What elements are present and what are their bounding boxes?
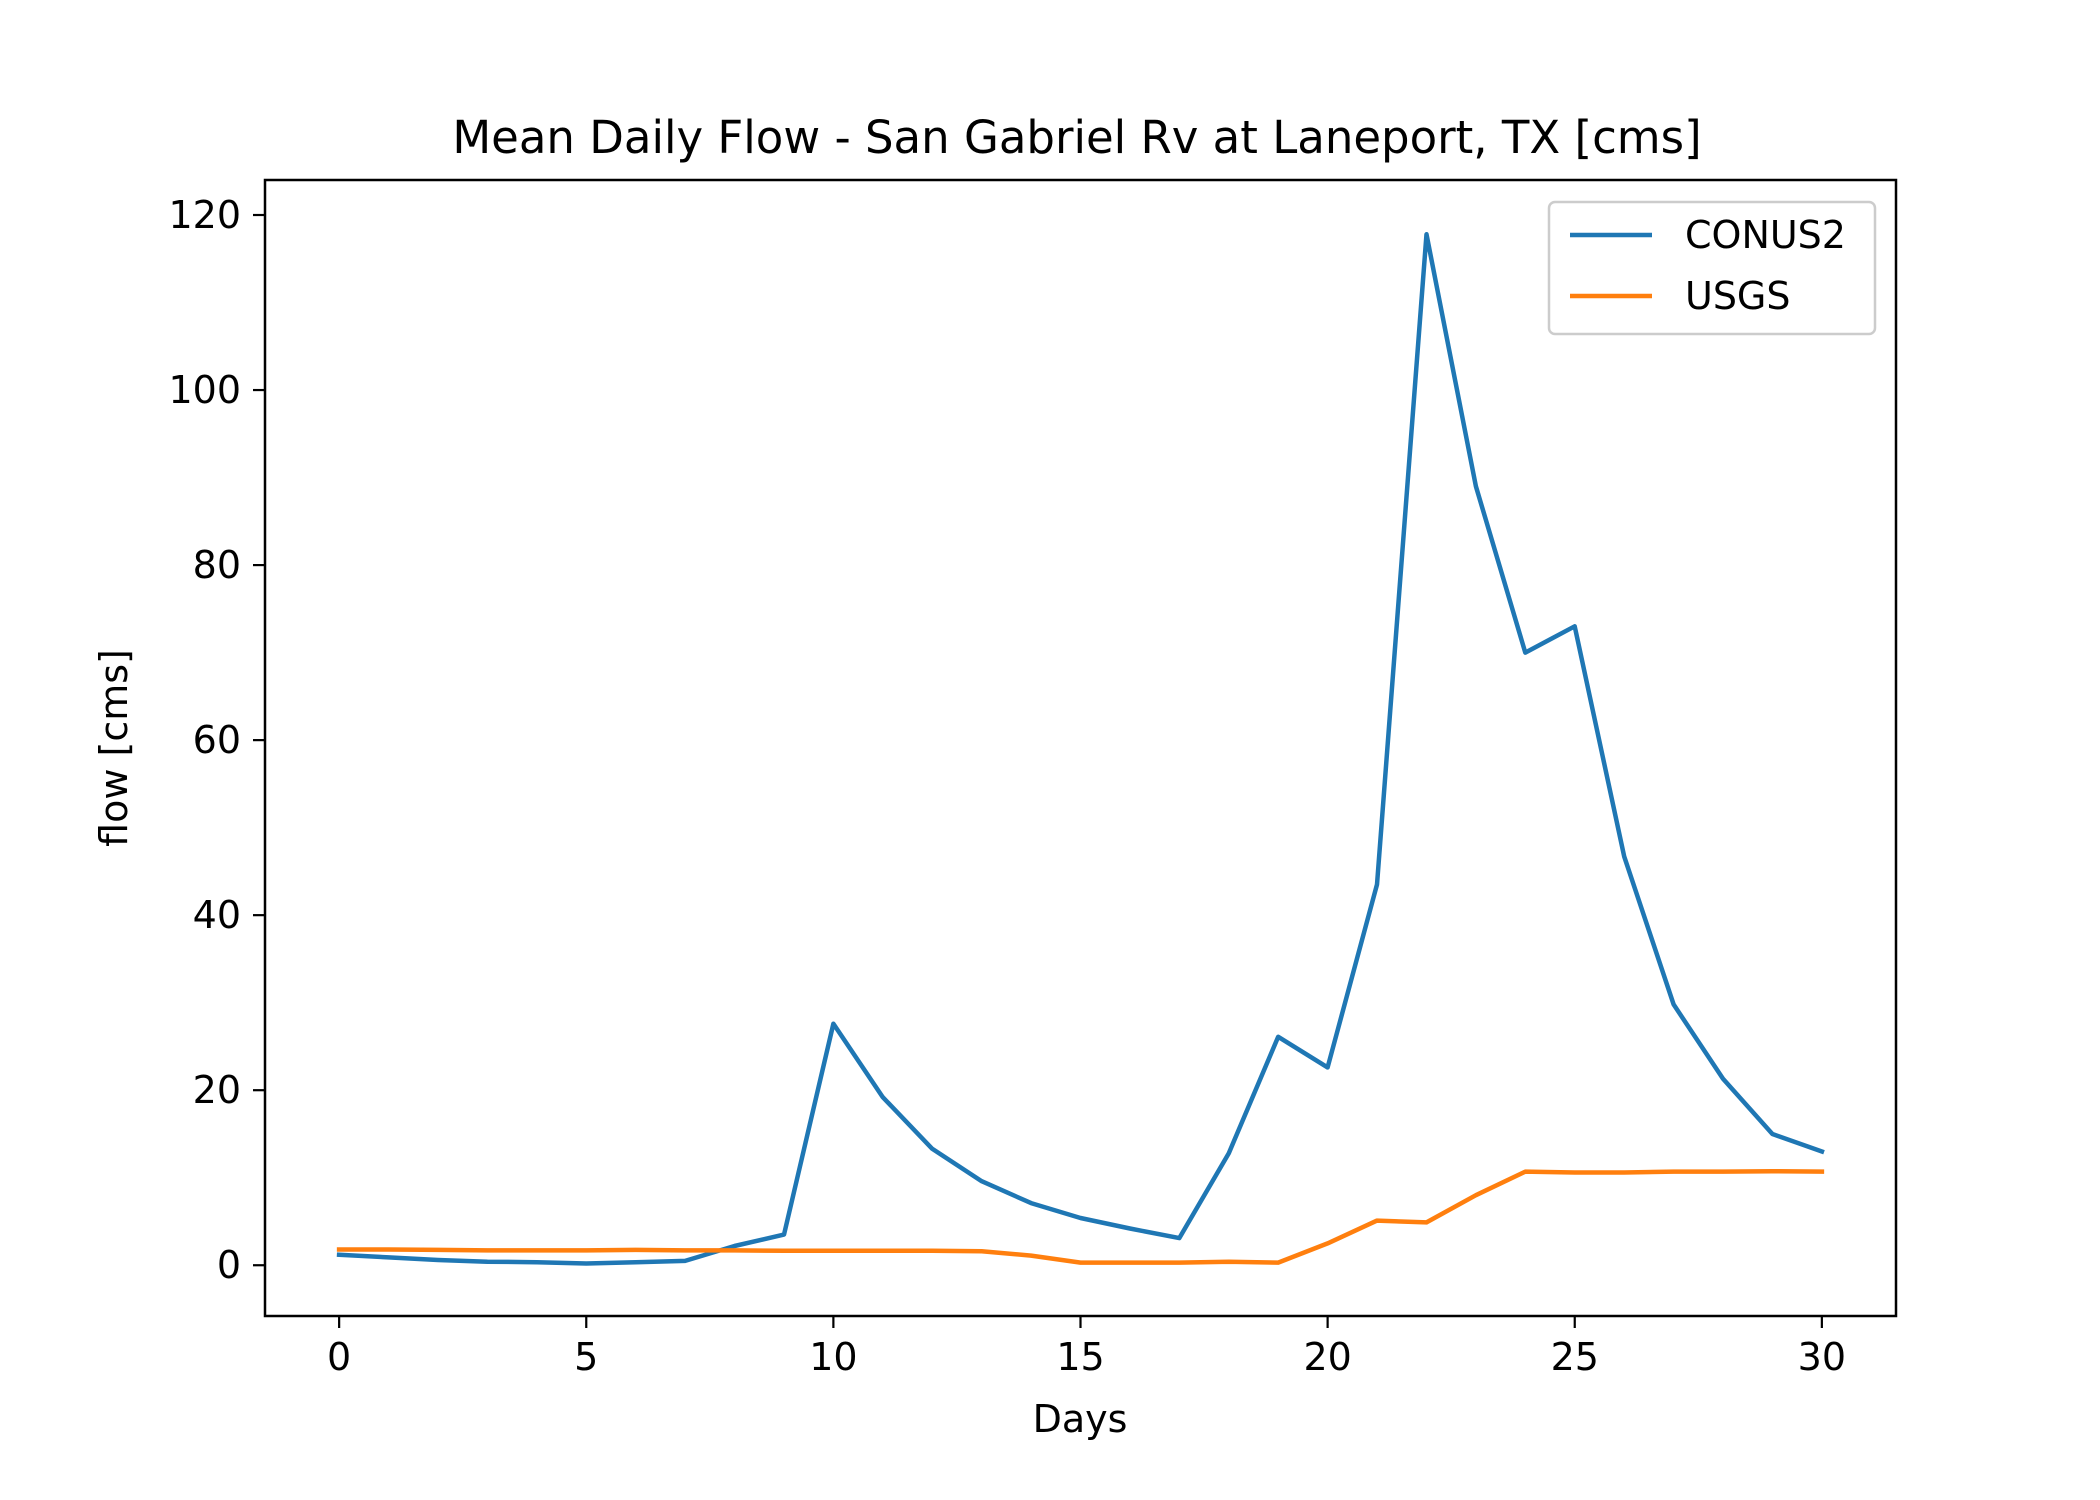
legend: CONUS2 USGS — [1547, 200, 1877, 336]
x-tick-label: 5 — [574, 1335, 598, 1379]
chart-title: Mean Daily Flow - San Gabriel Rv at Lane… — [452, 111, 1701, 164]
y-axis-label: flow [cms] — [92, 649, 136, 847]
y-tick-label: 120 — [168, 193, 241, 237]
series-line-usgs — [336, 1168, 1825, 1265]
y-axis: 0 20 40 60 80 100 120 — [168, 193, 265, 1287]
y-tick-label: 100 — [168, 368, 241, 412]
y-tick-label: 0 — [217, 1243, 241, 1287]
x-tick-label: 10 — [809, 1335, 857, 1379]
legend-label-conus2: CONUS2 — [1685, 213, 1846, 257]
x-tick-label: 0 — [327, 1335, 351, 1379]
x-tick-label: 30 — [1798, 1335, 1846, 1379]
y-tick-label: 40 — [193, 893, 241, 937]
y-tick-label: 60 — [193, 718, 241, 762]
y-tick-label: 20 — [193, 1068, 241, 1112]
series-lines — [336, 232, 1825, 1266]
x-tick-label: 20 — [1303, 1335, 1351, 1379]
x-axis-label: Days — [1033, 1397, 1128, 1441]
plot-area-frame — [263, 178, 1898, 1318]
x-tick-label: 15 — [1056, 1335, 1104, 1379]
legend-label-usgs: USGS — [1685, 274, 1791, 318]
series-line-conus2 — [336, 232, 1825, 1266]
y-tick-label: 80 — [193, 543, 241, 587]
x-axis: 0 5 10 15 20 25 30 — [327, 1316, 1846, 1379]
x-tick-label: 25 — [1551, 1335, 1599, 1379]
